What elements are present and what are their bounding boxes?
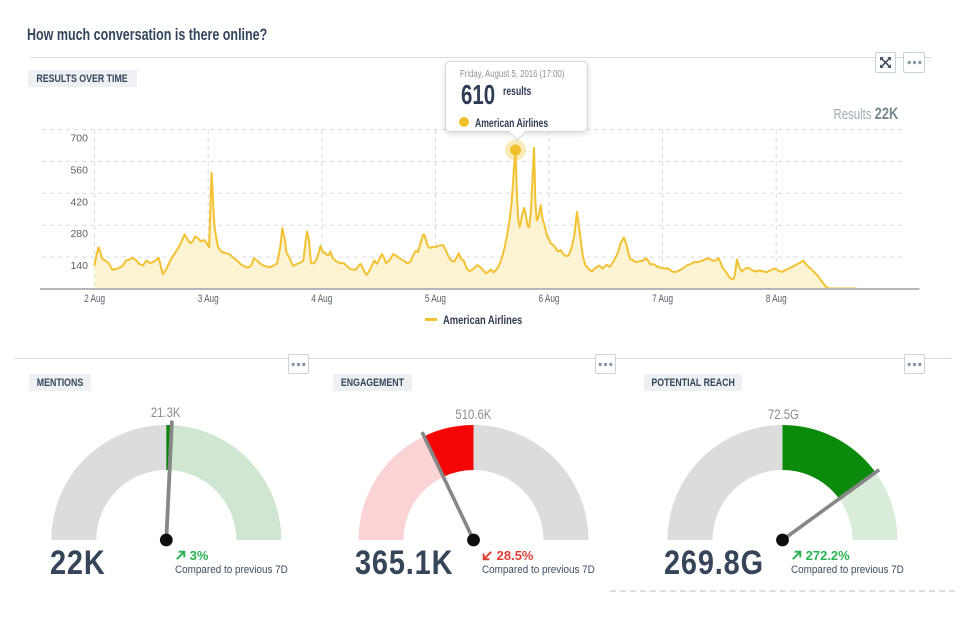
svg-text:6 Aug: 6 Aug — [539, 293, 560, 305]
svg-text:700: 700 — [70, 133, 88, 145]
svg-text:5 Aug: 5 Aug — [425, 293, 446, 305]
svg-text:560: 560 — [70, 164, 88, 176]
svg-text:4 Aug: 4 Aug — [311, 293, 332, 305]
svg-text:2 Aug: 2 Aug — [84, 293, 105, 305]
svg-text:8 Aug: 8 Aug — [766, 293, 787, 305]
svg-text:280: 280 — [70, 228, 88, 240]
svg-text:3 Aug: 3 Aug — [198, 293, 219, 305]
svg-text:140: 140 — [70, 260, 88, 272]
svg-text:7 Aug: 7 Aug — [652, 293, 673, 305]
svg-text:420: 420 — [70, 196, 88, 208]
